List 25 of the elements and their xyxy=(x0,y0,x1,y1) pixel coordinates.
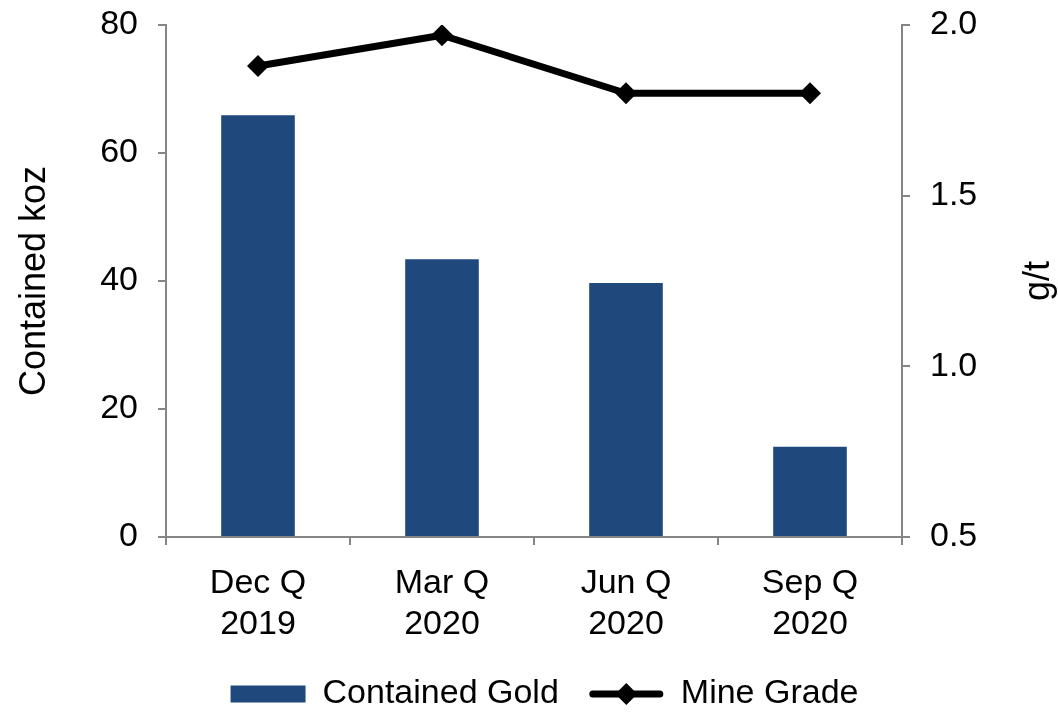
y2-tick-label: 0.5 xyxy=(930,515,978,554)
x-tick-label: Mar Q 2020 xyxy=(394,562,490,641)
y-tick-label: 60 xyxy=(100,131,138,170)
x-tick-label: Dec Q 2019 xyxy=(209,562,307,641)
y-tick-label: 40 xyxy=(100,259,138,298)
bar xyxy=(405,259,479,536)
y-tick-label: 0 xyxy=(119,515,138,554)
y-axis-title: Contained koz xyxy=(11,165,53,397)
y-tick-label: 20 xyxy=(100,387,138,426)
legend-label: Contained Gold xyxy=(322,672,559,711)
bar xyxy=(221,115,295,536)
point xyxy=(247,54,269,77)
bar xyxy=(773,446,847,536)
y2-tick-label: 1.5 xyxy=(930,174,978,213)
x-tick-label: Sep Q 2020 xyxy=(761,562,859,641)
point xyxy=(615,82,637,105)
legend-label: Mine Grade xyxy=(680,672,859,711)
y2-tick-label: 2.0 xyxy=(930,3,978,42)
x-tick-label: Jun Q 2020 xyxy=(580,562,672,641)
point xyxy=(431,25,453,47)
y2-tick-label: 1.0 xyxy=(930,344,978,383)
bar xyxy=(589,282,663,536)
y-tick-label: 80 xyxy=(100,3,138,42)
point xyxy=(799,82,821,105)
y2-axis-title: g/t xyxy=(1015,260,1057,302)
